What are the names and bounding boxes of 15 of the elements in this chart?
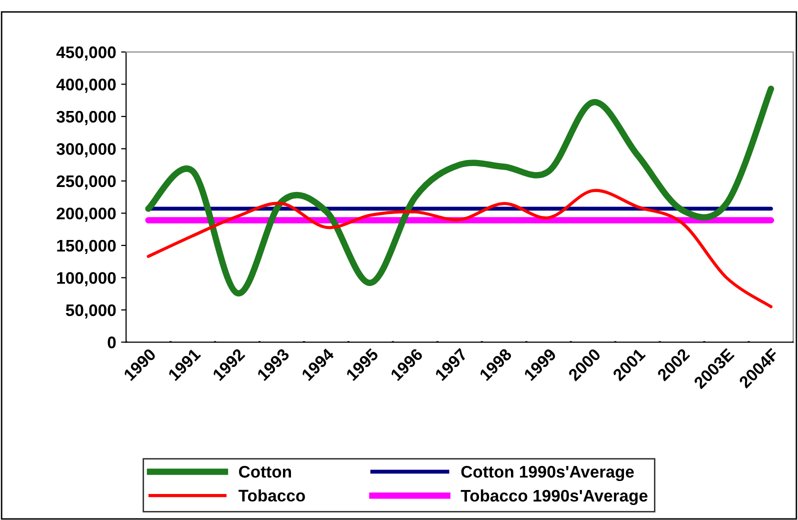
y-tick-label: 200,000 — [56, 208, 116, 222]
y-tick-label: 350,000 — [56, 110, 116, 126]
y-tick-label: 250,000 — [56, 175, 116, 190]
y-tick-label: 400,000 — [56, 78, 116, 93]
line-series — [146, 189, 773, 308]
y-tick-label: 150,000 — [57, 240, 116, 254]
y-tick-label: 450,000 — [56, 46, 116, 61]
legend-label: Cotton — [239, 466, 291, 478]
y-tick-label: 50,000 — [66, 304, 116, 319]
y-tick-label: 0 — [108, 336, 116, 348]
y-tick-label: 300,000 — [56, 143, 116, 158]
legend-label: Tobacco 1990s'Average — [460, 489, 648, 505]
y-tick-label: 100,000 — [57, 272, 116, 286]
legend-label: Tobacco — [238, 489, 305, 502]
legend-label: Cotton 1990s'Average — [461, 466, 634, 482]
